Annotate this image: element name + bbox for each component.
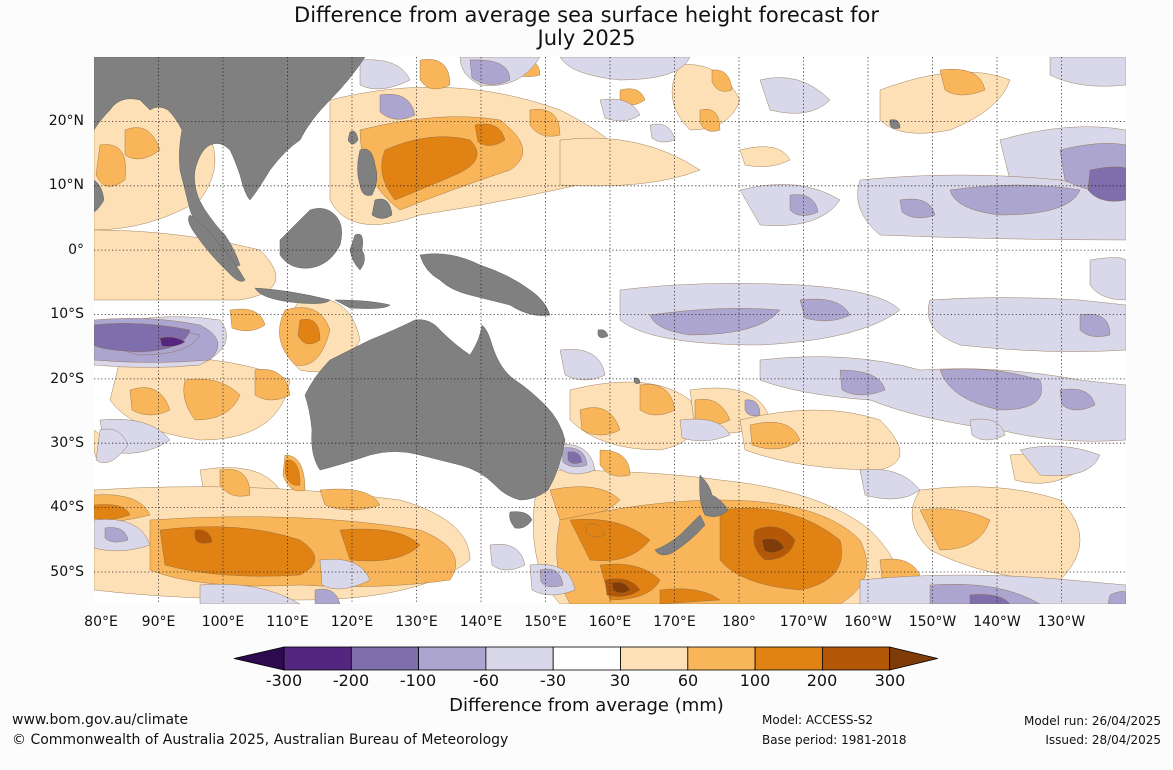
lon-label-180: 180° — [722, 614, 756, 630]
lat-label-10s: 10°S — [50, 306, 84, 322]
colorbar-swatch — [822, 646, 891, 671]
website-text: www.bom.gov.au/climate — [12, 712, 189, 728]
lat-label-20s: 20°S — [50, 371, 84, 387]
colorbar-tick-label: 200 — [806, 671, 838, 690]
colorbar-swatch — [552, 646, 621, 671]
colorbar-label: Difference from average (mm) — [449, 695, 724, 716]
land-masses — [94, 57, 901, 556]
lon-label-150e: 150°E — [524, 614, 567, 630]
colorbar-tick-label: -30 — [539, 671, 567, 690]
lon-label-140e: 140°E — [459, 614, 503, 630]
lon-label-130w: 130°W — [1037, 614, 1086, 630]
issued-text: Issued: 28/04/2025 — [1045, 733, 1161, 747]
model-run-text: Model run: 26/04/2025 — [1023, 714, 1161, 728]
colorbar-swatch — [620, 646, 689, 671]
colorbar-swatch — [350, 646, 419, 671]
lat-label-20n: 20°N — [48, 113, 84, 129]
colorbar-tick-label: -300 — [265, 671, 303, 690]
graticule — [94, 57, 1126, 604]
colorbar-tick-label: -100 — [399, 671, 437, 690]
lat-label-10n: 10°N — [48, 177, 84, 193]
lon-label-140w: 140°W — [973, 614, 1021, 630]
lon-label-170w: 170°W — [779, 614, 828, 630]
lon-label-160e: 160°E — [588, 614, 632, 630]
lon-label-120e: 120°E — [330, 614, 374, 630]
lon-label-170e: 170°E — [653, 614, 696, 630]
model-text: Model: ACCESS-S2 — [762, 713, 874, 727]
lon-label-90e: 90°E — [141, 614, 176, 630]
colorbar-tick-label: 30 — [609, 671, 631, 690]
lat-label-30s: 30°S — [50, 435, 84, 451]
colorbar-swatch — [754, 646, 823, 671]
lon-label-110e: 110°E — [266, 614, 309, 630]
lat-label-0: 0° — [68, 242, 84, 258]
colorbar-tick-label: -60 — [472, 671, 500, 690]
colorbar-arrow-high — [889, 646, 938, 671]
colorbar-swatch — [687, 646, 756, 671]
lon-label-80e: 80°E — [84, 614, 118, 630]
lon-label-130e: 130°E — [395, 614, 438, 630]
lon-label-150w: 150°W — [908, 614, 957, 630]
colorbar-swatch — [418, 646, 487, 671]
title-line-1: Difference from average sea surface heig… — [294, 3, 879, 27]
lon-label-100e: 100°E — [201, 614, 245, 630]
colorbar-tick-label: 300 — [874, 671, 906, 690]
lat-label-40s: 40°S — [50, 499, 84, 515]
colorbar-swatch — [283, 646, 352, 671]
colorbar-tick-label: 100 — [739, 671, 771, 690]
colorbar-swatch — [485, 646, 554, 671]
base-period-text: Base period: 1981-2018 — [762, 733, 907, 747]
chart-title: Difference from average sea surface heig… — [0, 4, 1173, 50]
colorbar-arrow-low — [233, 646, 285, 671]
copyright-text: © Commonwealth of Australia 2025, Austra… — [12, 732, 509, 748]
colorbar — [233, 646, 938, 671]
title-line-2: July 2025 — [537, 26, 636, 50]
lon-label-160w: 160°W — [844, 614, 892, 630]
colorbar-tick-label: 60 — [677, 671, 699, 690]
lat-label-50s: 50°S — [50, 564, 84, 580]
colorbar-tick-label: -200 — [332, 671, 370, 690]
